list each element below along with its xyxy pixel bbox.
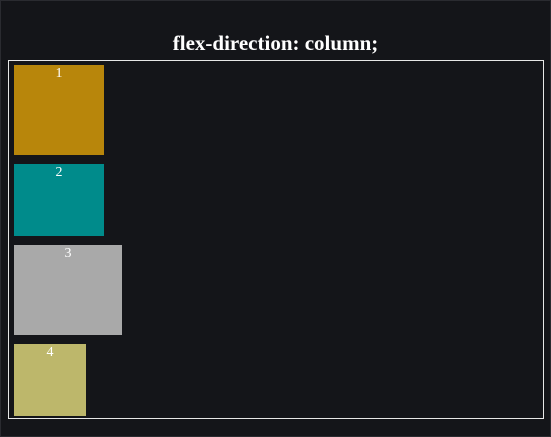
flex-item-3: 3 <box>14 245 122 335</box>
page-title: flex-direction: column; <box>172 31 379 56</box>
flex-item-2: 2 <box>14 164 104 236</box>
flex-item-label: 1 <box>55 66 63 81</box>
flex-item-label: 3 <box>64 246 72 261</box>
flex-item-label: 2 <box>55 165 63 180</box>
flex-item-1: 1 <box>14 65 104 155</box>
flex-item-label: 4 <box>46 345 54 360</box>
flex-container: 1 2 3 4 <box>8 60 544 419</box>
flex-item-4: 4 <box>14 344 86 416</box>
